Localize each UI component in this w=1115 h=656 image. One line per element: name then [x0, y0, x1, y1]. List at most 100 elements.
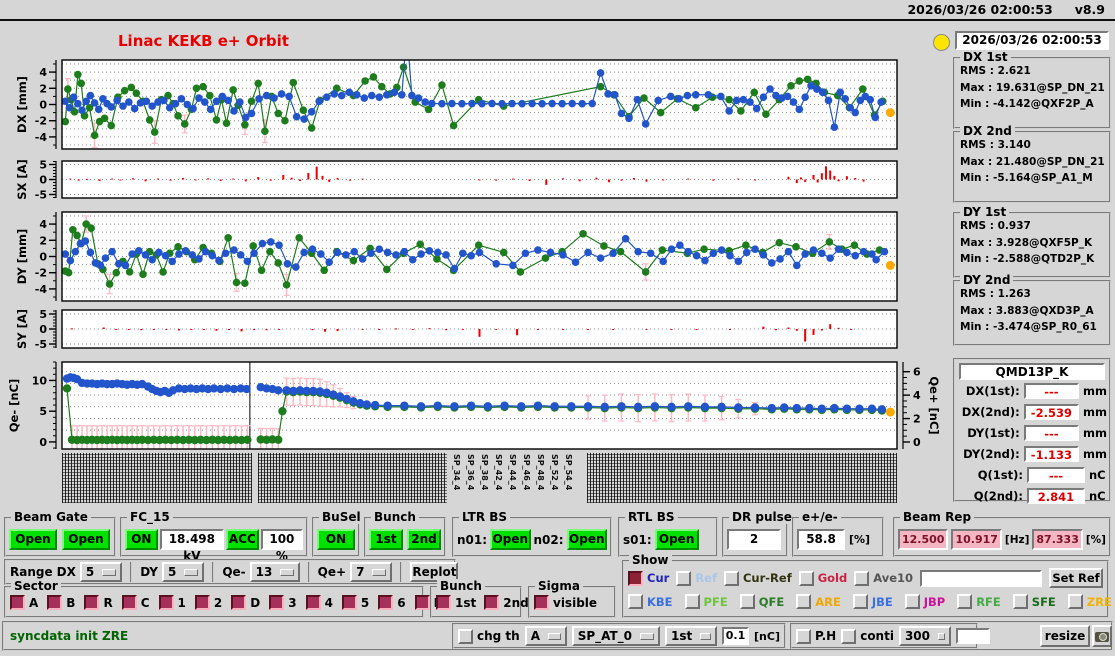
snapshot-button[interactable]	[1092, 625, 1112, 647]
checkbox-cur-ref[interactable]: Cur-Ref	[723, 570, 792, 586]
fc15-on-button[interactable]: ON	[125, 529, 158, 550]
resize-button[interactable]: resize	[1040, 625, 1090, 647]
bunch-1st-button[interactable]: 1st	[369, 529, 403, 550]
checkbox-b[interactable]: B	[47, 595, 75, 610]
checkbox-indicator[interactable]	[852, 594, 868, 609]
checkbox-indicator[interactable]	[305, 595, 321, 610]
checkbox-ph[interactable]: P.H	[796, 628, 836, 644]
checkbox-ref[interactable]: Ref	[676, 570, 717, 586]
checkbox-3[interactable]: 3	[269, 595, 297, 610]
checkbox-indicator[interactable]	[47, 595, 63, 610]
checkbox-indicator[interactable]	[378, 595, 394, 610]
eplus-eminus-field[interactable]: 58.8	[797, 529, 845, 550]
checkbox-indicator[interactable]	[841, 628, 857, 644]
checkbox-pfe[interactable]: PFE	[684, 594, 728, 609]
ref-name-input[interactable]	[920, 569, 1043, 587]
set-ref-button[interactable]: Set Ref	[1049, 568, 1103, 588]
checkbox-jbe[interactable]: JBE	[852, 594, 893, 609]
checkbox-c[interactable]: C	[121, 595, 150, 610]
fc15-acc-button[interactable]: ACC	[226, 529, 259, 550]
checkbox-4[interactable]: 4	[305, 595, 333, 610]
bunch-2nd-button[interactable]: 2nd	[407, 529, 441, 550]
checkbox-1[interactable]: 1	[158, 595, 186, 610]
beam-rep-value-1: 12.500	[898, 529, 949, 550]
checkbox-indicator[interactable]	[684, 594, 700, 609]
checkbox-sfe[interactable]: SFE	[1012, 594, 1056, 609]
count-input[interactable]	[955, 628, 990, 644]
range-qe-minus-select[interactable]: 13	[249, 562, 300, 582]
checkbox-label: Gold	[817, 571, 848, 585]
checkbox-indicator[interactable]	[10, 595, 25, 610]
checkbox-indicator[interactable]	[414, 595, 430, 610]
checkbox-indicator[interactable]	[796, 594, 812, 609]
checkbox-r[interactable]: R	[84, 595, 113, 610]
bpm-axis-label: SP_38_4	[480, 454, 489, 491]
checkbox-indicator[interactable]	[739, 594, 755, 609]
checkbox-indicator[interactable]	[534, 595, 549, 610]
checkbox-ave10[interactable]: Ave10	[854, 570, 913, 586]
ltr-n02-open-button[interactable]: Open	[566, 529, 607, 550]
interval-select[interactable]: 300	[898, 626, 951, 646]
bpm-axis-label: SP_44_4	[508, 454, 517, 491]
checkbox-are[interactable]: ARE	[796, 594, 841, 609]
checkbox-rfe[interactable]: RFE	[957, 594, 1001, 609]
checkbox-indicator[interactable]	[121, 595, 137, 610]
checkbox-2nd[interactable]: 2nd	[484, 595, 529, 610]
fc15-kv-field[interactable]: 18.498 kV	[159, 529, 225, 563]
checkbox-6[interactable]: 6	[378, 595, 406, 610]
checkbox-cur[interactable]: Cur	[628, 570, 669, 586]
bpm-name-field[interactable]: QMD13P_K	[959, 363, 1105, 380]
checkbox-indicator[interactable]	[269, 595, 285, 610]
checkbox-1st[interactable]: 1st	[436, 595, 476, 610]
checkbox-indicator[interactable]	[854, 570, 870, 586]
range-dy-select[interactable]: 5	[161, 562, 205, 582]
checkbox-a[interactable]: A	[10, 595, 38, 610]
checkbox-indicator[interactable]	[231, 595, 247, 610]
beam-gate-open-2-button[interactable]: Open	[62, 529, 110, 550]
checkbox-indicator[interactable]	[798, 570, 814, 586]
timestamp-field: 2026/03/26 02:00:53	[955, 31, 1109, 50]
checkbox-jbp[interactable]: JBP	[904, 594, 945, 609]
bunch-order-select[interactable]: 1st	[665, 626, 718, 646]
checkbox-indicator[interactable]	[957, 594, 973, 609]
checkbox-indicator[interactable]	[458, 628, 473, 644]
bpm-labels-dense-left	[62, 453, 252, 503]
checkbox-indicator[interactable]	[84, 595, 100, 610]
checkbox-indicator[interactable]	[904, 594, 920, 609]
checkbox-indicator[interactable]	[723, 570, 739, 586]
rtl-s01-open-button[interactable]: Open	[654, 529, 699, 550]
checkbox-indicator[interactable]	[628, 570, 643, 586]
checkbox-indicator[interactable]	[1067, 594, 1083, 609]
chg-th-select[interactable]: A	[524, 626, 567, 646]
checkbox-zre[interactable]: ZRE	[1067, 594, 1112, 609]
checkbox-visible[interactable]: visible	[534, 595, 597, 610]
checkbox-indicator[interactable]	[1012, 594, 1028, 609]
checkbox-indicator[interactable]	[436, 595, 451, 610]
checkbox-indicator[interactable]	[796, 628, 811, 644]
checkbox-indicator[interactable]	[484, 595, 500, 610]
checkbox-indicator[interactable]	[341, 595, 357, 610]
checkbox-qfe[interactable]: QFE	[739, 594, 784, 609]
checkbox-gold[interactable]: Gold	[798, 570, 848, 586]
dr-pulse-field[interactable]: 2	[727, 529, 781, 550]
threshold-field[interactable]: 0.1	[722, 627, 750, 645]
range-qe-plus-select[interactable]: 7	[350, 562, 393, 582]
ltr-n01-open-button[interactable]: Open	[490, 529, 531, 550]
checkbox-conti[interactable]: conti	[841, 628, 894, 644]
checkbox-2[interactable]: 2	[194, 595, 222, 610]
checkbox-chg-th[interactable]: chg th	[458, 628, 520, 644]
checkbox-5[interactable]: 5	[341, 595, 369, 610]
checkbox-d[interactable]: D	[231, 595, 260, 610]
checkbox-indicator[interactable]	[628, 594, 643, 609]
checkbox-indicator[interactable]	[676, 570, 692, 586]
checkbox-indicator[interactable]	[194, 595, 210, 610]
range-dx-select[interactable]: 5	[79, 562, 123, 582]
beam-gate-open-1-button[interactable]: Open	[9, 529, 57, 550]
sp-select[interactable]: SP_AT_0	[571, 626, 661, 646]
stat-box-title: DY 2nd	[960, 273, 1014, 287]
checkbox-indicator[interactable]	[158, 595, 174, 610]
busel-on-button[interactable]: ON	[317, 529, 355, 550]
replot-button[interactable]: Replot	[410, 562, 459, 582]
checkbox-kbe[interactable]: KBE	[628, 594, 673, 609]
fc15-percent-field[interactable]: 100 %	[260, 529, 304, 563]
